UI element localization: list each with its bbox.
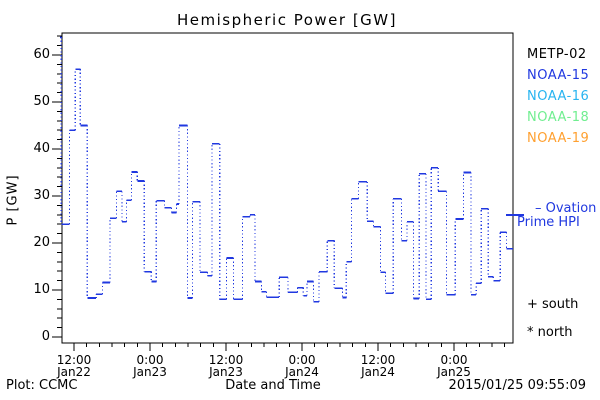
x-tick-label: 0:00 Jan25: [437, 354, 471, 378]
x-tick-time: 12:00: [208, 353, 244, 367]
y-tick-label: 30: [33, 188, 50, 203]
y-tick-label: 20: [33, 235, 50, 250]
x-tick-date: Jan23: [209, 365, 243, 379]
x-tick-date: Jan23: [133, 365, 167, 379]
legend-item-noaa-15: NOAA-15: [527, 68, 590, 83]
legend-marker-north: * north: [527, 325, 573, 340]
x-tick-time: 12:00: [56, 353, 92, 367]
x-tick-label: 12:00 Jan24: [361, 354, 396, 378]
legend-ovation-label: – Ovation Prime HPI: [517, 201, 597, 229]
y-tick-label: 60: [33, 47, 50, 62]
legend-item-noaa-19: NOAA-19: [527, 131, 590, 146]
legend-marker-south: + south: [527, 297, 579, 312]
y-tick-label: 10: [33, 282, 50, 297]
legend-item-metp-02: METP-02: [527, 47, 587, 62]
legend-item-noaa-16: NOAA-16: [527, 89, 590, 104]
x-tick-time: 0:00: [440, 353, 468, 367]
axes-frame: [61, 32, 514, 344]
y-tick-label: 50: [33, 94, 50, 109]
x-tick-date: Jan24: [361, 365, 395, 379]
x-axis-title: Date and Time: [225, 378, 321, 393]
x-tick-label: 0:00 Jan24: [285, 354, 319, 378]
x-tick-time: 0:00: [288, 353, 316, 367]
x-tick-time: 12:00: [360, 353, 396, 367]
legend-ovation-line1: – Ovation: [535, 201, 597, 216]
x-tick-date: Jan24: [285, 365, 319, 379]
x-tick-date: Jan25: [437, 365, 471, 379]
plot-credit: Plot: CCMC: [6, 378, 78, 393]
x-tick-label: 0:00 Jan23: [133, 354, 167, 378]
chart-title: Hemispheric Power [GW]: [177, 11, 397, 29]
x-tick-label: 12:00 Jan23: [209, 354, 244, 378]
y-tick-label: 40: [33, 141, 50, 156]
legend-ovation-line2: Prime HPI: [517, 215, 580, 230]
x-tick-date: Jan22: [57, 365, 91, 379]
y-tick-label: 0: [41, 329, 50, 344]
x-tick-label: 12:00 Jan22: [57, 354, 92, 378]
plot-timestamp: 2015/01/25 09:55:09: [448, 378, 586, 393]
x-tick-time: 0:00: [136, 353, 164, 367]
legend-item-noaa-18: NOAA-18: [527, 110, 590, 125]
